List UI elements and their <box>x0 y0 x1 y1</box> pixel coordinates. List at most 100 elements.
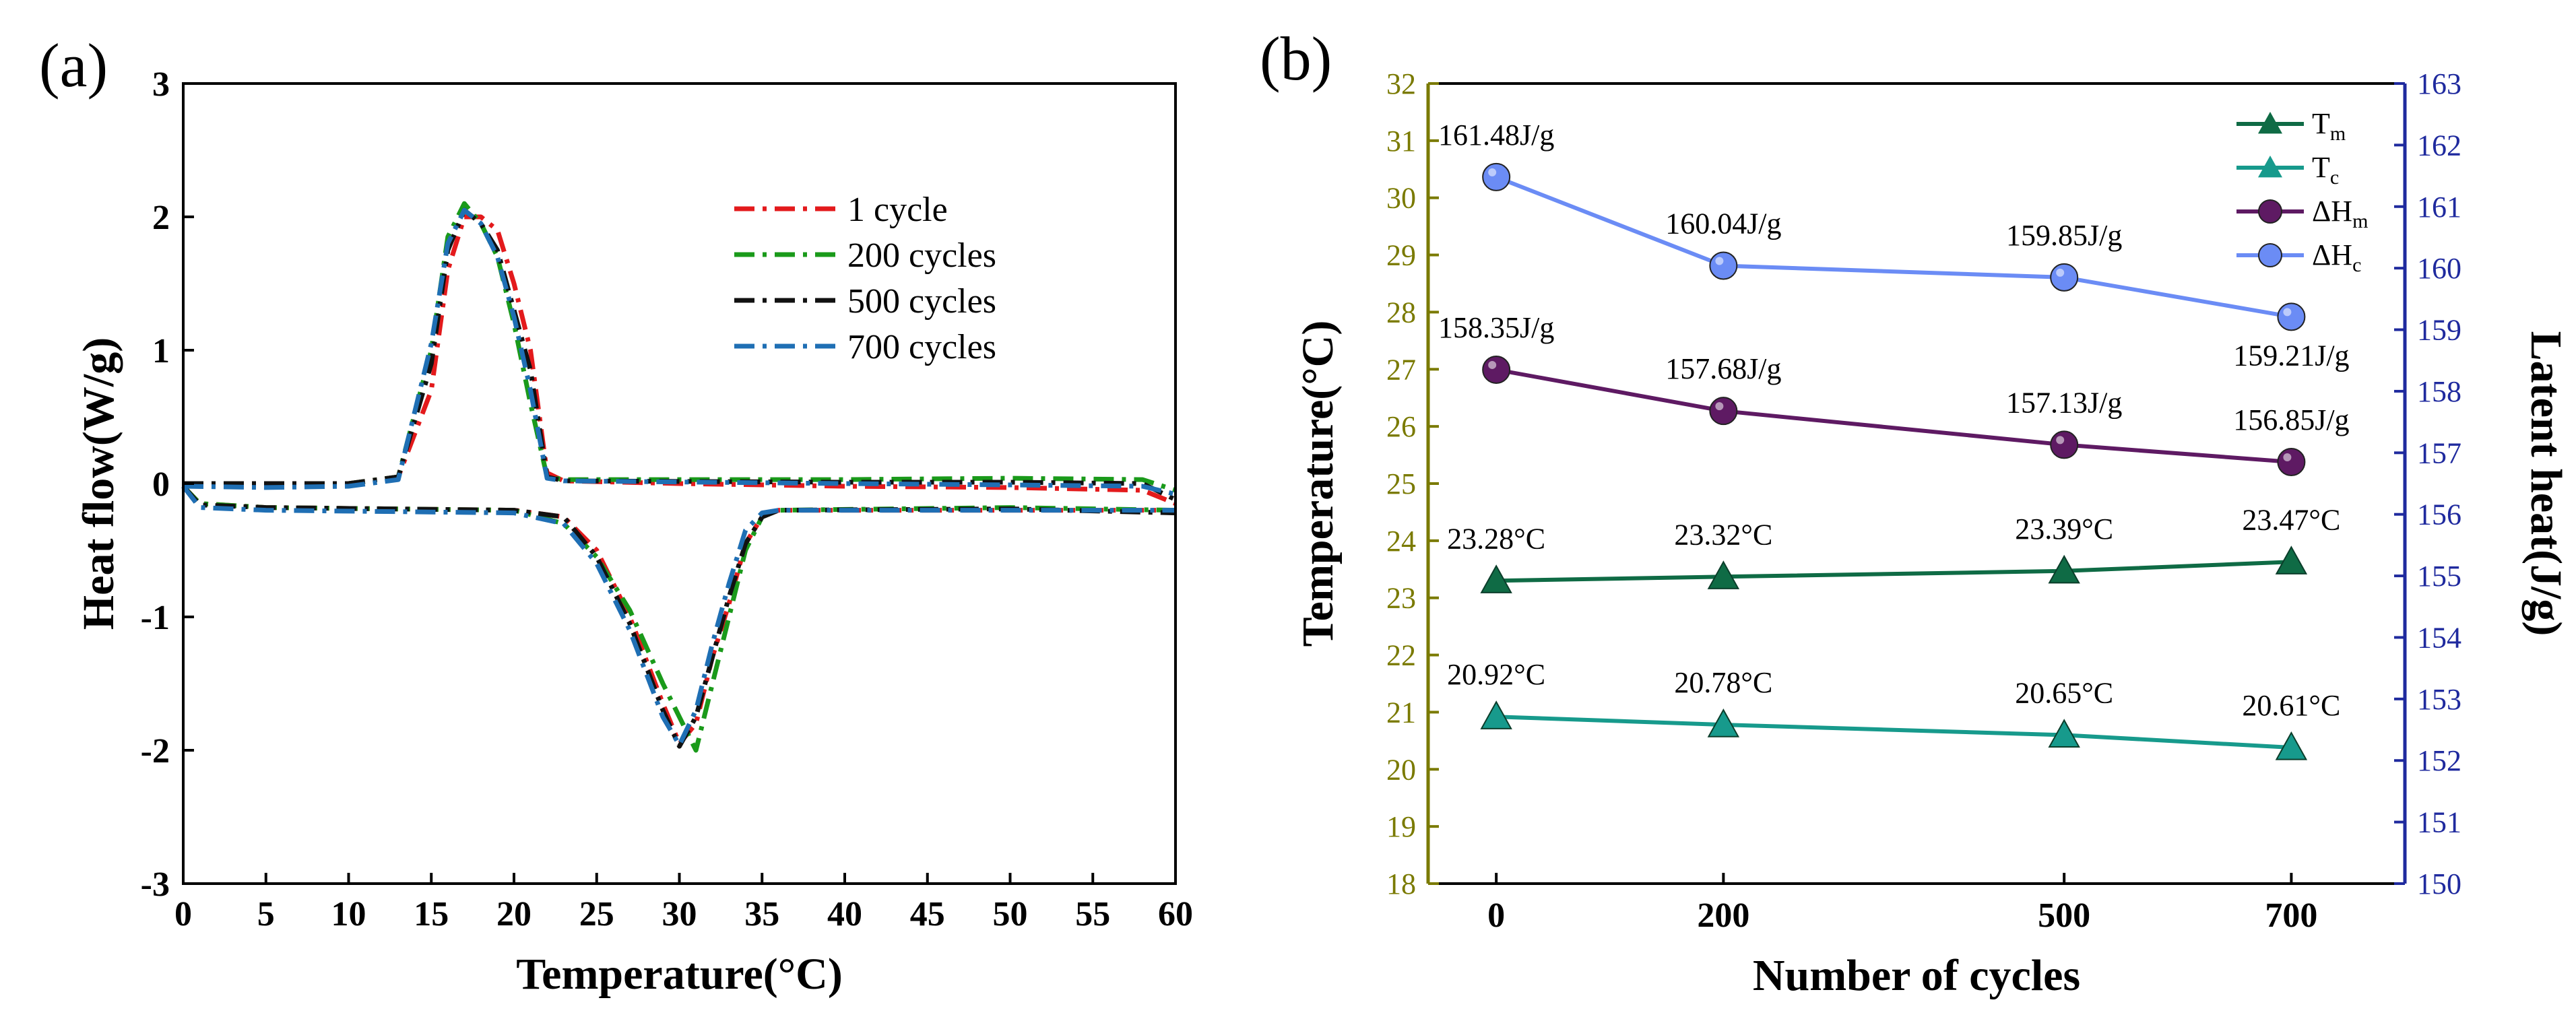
x-tick-label-60: 60 <box>1158 895 1193 933</box>
y-tick-label--1: -1 <box>141 599 170 637</box>
y-tick-label--3: -3 <box>141 865 170 904</box>
left-tick-label-19: 19 <box>1386 810 1416 843</box>
series-ΔHm-point-highlight-200 <box>1715 402 1724 411</box>
series-ΔHc-point-highlight-700 <box>2283 308 2292 317</box>
legend-label-ΔHm: ΔHm <box>2312 195 2368 232</box>
data-label-ΔHc-200: 160.04J/g <box>1665 207 1781 240</box>
left-tick-label-24: 24 <box>1386 525 1416 558</box>
right-tick-label-154: 154 <box>2417 621 2461 654</box>
legend-marker-ΔHm <box>2258 199 2282 224</box>
left-tick-label-18: 18 <box>1386 867 1416 900</box>
series-ΔHm-point-highlight-0 <box>1488 360 1497 369</box>
series-Tm-point-0 <box>1480 564 1512 593</box>
legend-marker-Tc <box>2258 156 2282 178</box>
x-tick-label-b-700: 700 <box>2265 896 2317 935</box>
panel-a-label: (a) <box>39 31 108 100</box>
left-tick-label-29: 29 <box>1386 239 1416 272</box>
right-tick-label-161: 161 <box>2417 191 2461 224</box>
series-500-cycles-cooling-line <box>181 484 1176 749</box>
legend-label-base-ΔHc: ΔH <box>2312 238 2352 271</box>
data-label-Tm-500: 23.39°C <box>2015 513 2113 546</box>
x-tick-label-40: 40 <box>827 895 862 933</box>
data-label-Tm-0: 23.28°C <box>1447 522 1545 555</box>
series-500-cycles-heating-line <box>183 207 1177 502</box>
x-tick-label-35: 35 <box>744 895 779 933</box>
data-label-Tc-200: 20.78°C <box>1674 666 1772 699</box>
left-tick-label-20: 20 <box>1386 753 1416 786</box>
series-ΔHc-point-500 <box>2050 263 2079 292</box>
left-tick-label-22: 22 <box>1386 639 1416 672</box>
data-label-ΔHm-700: 156.85J/g <box>2233 403 2349 436</box>
x-tick-label-55: 55 <box>1075 895 1110 933</box>
panel-a: (a) 0 5 10 15 20 25 30 35 40 45 50 55 60 -3 -2 -1 0 1 2 3 Tem… <box>39 31 1193 999</box>
x-axis-title-a: Temperature(°C) <box>516 950 843 999</box>
x-tick-label-10: 10 <box>331 895 366 933</box>
series-ΔHc-point-200 <box>1709 251 1738 280</box>
y-tick-label-1: 1 <box>152 332 170 370</box>
right-tick-label-157: 157 <box>2417 436 2461 469</box>
right-tick-label-160: 160 <box>2417 252 2461 285</box>
right-tick-label-162: 162 <box>2417 129 2461 162</box>
legend-label-sub-Tc: c <box>2330 166 2339 189</box>
series-ΔHc-point-highlight-500 <box>2056 268 2065 277</box>
left-tick-label-30: 30 <box>1386 182 1416 215</box>
series-Tm-point-500 <box>2048 554 2080 584</box>
x-axis-title-b: Number of cycles <box>1753 951 2080 1000</box>
right-axis-title-b: Latent heat(J/g) <box>2521 331 2571 636</box>
data-label-ΔHm-200: 157.68J/g <box>1665 352 1781 385</box>
x-tick-label-45: 45 <box>910 895 945 933</box>
legend-label-500-cycles: 500 cycles <box>847 282 996 321</box>
right-tick-label-152: 152 <box>2417 744 2461 777</box>
series-700-cycles-cooling-line <box>181 484 1176 748</box>
legend-label-sub-Tm: m <box>2330 123 2346 145</box>
legend-label-700-cycles: 700 cycles <box>847 328 996 366</box>
series-1-cycle-heating-line <box>183 214 1177 506</box>
left-tick-label-28: 28 <box>1386 296 1416 329</box>
x-tick-label-b-200: 200 <box>1697 896 1749 935</box>
series-Tm-line <box>1496 560 2292 583</box>
left-tick-label-32: 32 <box>1386 67 1416 100</box>
legend-label-base-Tm: T <box>2312 107 2330 140</box>
left-tick-label-26: 26 <box>1386 410 1416 443</box>
series-Tc-point-500 <box>2048 719 2080 748</box>
right-tick-label-158: 158 <box>2417 375 2461 408</box>
right-tick-label-163: 163 <box>2417 67 2461 100</box>
right-tick-label-155: 155 <box>2417 560 2461 593</box>
right-tick-label-150: 150 <box>2417 867 2461 900</box>
series-ΔHm-point-700 <box>2277 448 2306 477</box>
legend-a: 1 cycle 200 cycles 500 cycles 700 cycles <box>734 191 996 366</box>
series-Tc-point-700 <box>2275 731 2308 760</box>
series-ΔHc-point-0 <box>1482 162 1511 191</box>
series-ΔHm-line <box>1495 367 2292 464</box>
data-label-Tc-500: 20.65°C <box>2015 676 2113 709</box>
left-tick-label-25: 25 <box>1386 467 1416 500</box>
right-tick-label-159: 159 <box>2417 314 2461 347</box>
x-tick-label-30: 30 <box>662 895 697 933</box>
left-axis-title-b: Temperature(°C) <box>1293 321 1343 647</box>
panel-b: (b) 18 19 20 21 22 23 24 25 26 27 28 29 30 31 32 150 151 1… <box>1260 24 2571 1000</box>
series-ΔHm-point-highlight-700 <box>2283 453 2292 462</box>
legend-label-sub-ΔHm: m <box>2352 210 2368 232</box>
data-label-ΔHc-700: 159.21J/g <box>2233 339 2349 372</box>
series-1-cycle-cooling-line <box>181 484 1176 746</box>
data-label-ΔHm-500: 157.13J/g <box>2006 386 2122 419</box>
x-tick-label-15: 15 <box>414 895 449 933</box>
series-ΔHc-line <box>1495 175 2292 319</box>
y-tick-label--2: -2 <box>141 732 170 770</box>
legend-marker-ΔHc <box>2258 243 2282 267</box>
x-tick-label-50: 50 <box>993 895 1028 933</box>
series-200-cycles-cooling-line <box>181 484 1176 753</box>
series-700-cycles-heating-line <box>183 207 1176 497</box>
right-tick-label-156: 156 <box>2417 498 2461 531</box>
legend-label-Tm: Tm <box>2312 107 2346 145</box>
data-label-ΔHm-0: 158.35J/g <box>1438 311 1554 344</box>
y-tick-label-2: 2 <box>152 199 170 237</box>
series-Tc-line <box>1496 715 2292 750</box>
x-tick-label-20: 20 <box>496 895 532 933</box>
legend-label-ΔHc: ΔHc <box>2312 238 2361 276</box>
series-ΔHm-point-500 <box>2050 430 2079 459</box>
y-tick-label-0: 0 <box>152 465 170 504</box>
left-tick-label-23: 23 <box>1386 582 1416 615</box>
y-axis-title-a: Heat flow(W/g) <box>74 337 123 630</box>
series-ΔHm-point-200 <box>1709 397 1738 426</box>
